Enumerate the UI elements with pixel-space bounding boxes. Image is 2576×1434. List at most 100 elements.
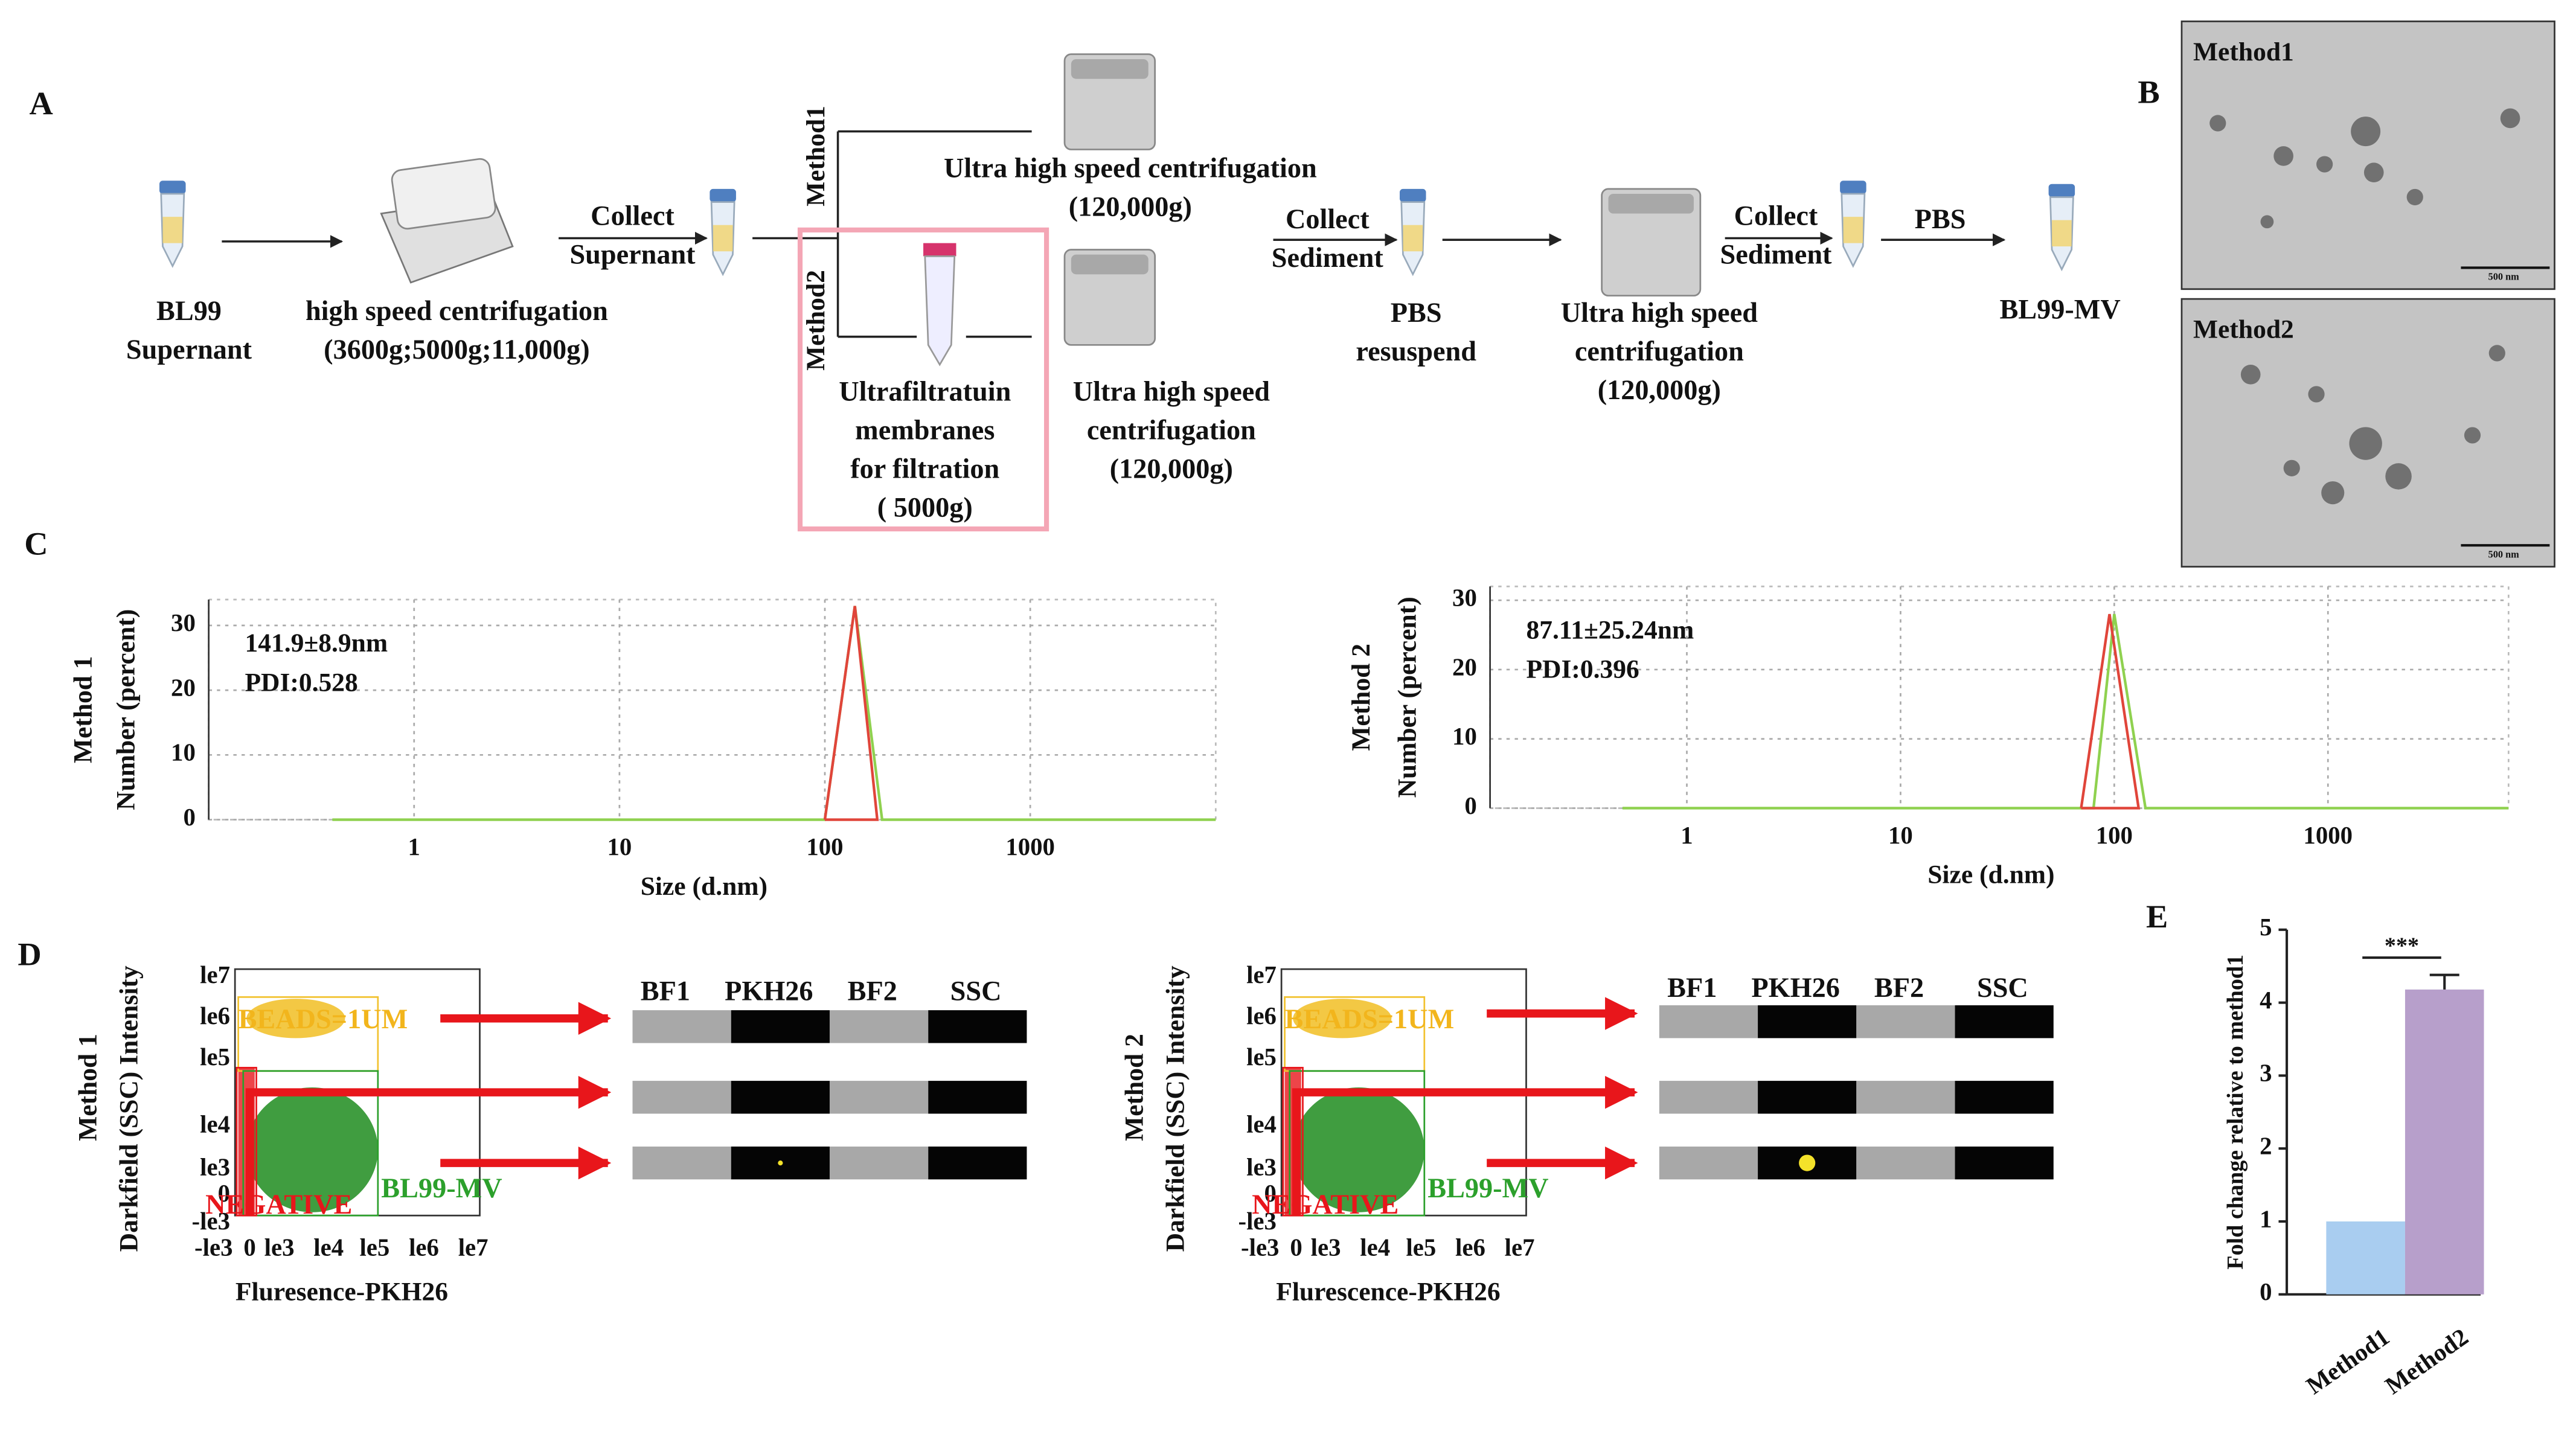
arrow	[1292, 1075, 1638, 1216]
tem-label: Method1	[2193, 37, 2294, 66]
image-cell	[1659, 1081, 1758, 1114]
event-cloud	[246, 999, 345, 1039]
step-label: Supernant	[126, 334, 252, 365]
channel-label: BF2	[848, 976, 897, 1007]
step-label: membranes	[855, 415, 995, 446]
x-tick-label: le5	[359, 1234, 389, 1261]
vesicle	[2283, 459, 2300, 476]
y-tick-label: 0	[2260, 1278, 2272, 1305]
tube-liquid	[1403, 225, 1423, 252]
vesicle	[2349, 427, 2382, 460]
event-cloud	[1293, 1087, 1424, 1212]
step-label: (120,000g)	[1110, 453, 1233, 484]
step-label: Sediment	[1272, 243, 1384, 274]
tube-liquid	[2052, 220, 2072, 247]
image-cell	[1758, 1005, 1857, 1039]
step-label: Ultrafiltratuin	[839, 377, 1011, 408]
y-tick-label: -le3	[192, 1208, 230, 1235]
vesicle	[2260, 215, 2274, 229]
image-cell	[1955, 1081, 2054, 1114]
gate-label: BEADS=1UM	[1285, 1004, 1455, 1035]
centrifuge-lid	[1608, 194, 1694, 214]
x-tick-label: Method2	[2380, 1323, 2473, 1400]
step-label: Supernant	[569, 239, 696, 270]
step-label: (120,000g)	[1598, 375, 1721, 406]
tube-cap	[1399, 188, 1426, 202]
x-tick-label: le4	[313, 1234, 344, 1261]
image-cell	[928, 1010, 1027, 1043]
image-cell	[1856, 1146, 1955, 1180]
x-tick-label: 100	[806, 833, 843, 860]
image-cell	[632, 1146, 731, 1180]
gate	[242, 1070, 379, 1217]
step-label: (120,000g)	[1069, 191, 1192, 222]
step-label: PBS	[1915, 204, 1966, 235]
x-tick-label: 1	[408, 833, 420, 860]
y-tick-label: 0	[218, 1180, 230, 1207]
y-axis-label: Number (percent)	[1392, 597, 1421, 798]
step-label: BL99-MV	[1999, 295, 2120, 325]
y-tick-label: le6	[1246, 1002, 1277, 1029]
image-cell	[928, 1081, 1027, 1114]
vesicle	[2240, 364, 2261, 385]
centrifuge-icon	[1601, 188, 1702, 297]
y-tick-label: le6	[200, 1002, 230, 1029]
image-cell	[1856, 1005, 1955, 1039]
annotation: 141.9±8.9nm	[245, 629, 388, 658]
image-cell	[1758, 1081, 1857, 1114]
image-cell	[829, 1146, 929, 1180]
event-cloud	[246, 1087, 378, 1212]
scale-bar-label: 500 nm	[2488, 548, 2520, 560]
vesicle	[2316, 156, 2333, 173]
step-label: centrifugation	[1087, 415, 1256, 446]
vesicle	[2308, 386, 2325, 403]
tem-image	[2180, 21, 2555, 290]
data-line	[2080, 613, 2141, 810]
x-tick-label: 1000	[2303, 822, 2353, 849]
gate-label: BL99-MV	[1427, 1173, 1548, 1204]
x-tick-label: 0	[243, 1234, 255, 1261]
image-cell	[829, 1010, 929, 1043]
step-label: Ultra high speed centrifugation	[944, 153, 1317, 184]
channel-label: SSC	[950, 976, 1002, 1007]
tube-liquid	[713, 225, 733, 252]
channel-label: SSC	[1977, 973, 2028, 1003]
image-cell	[928, 1146, 1027, 1180]
x-axis-label: Flurescence-PKH26	[1276, 1278, 1500, 1307]
image-cell	[731, 1081, 830, 1114]
y-tick-label: 4	[2260, 987, 2272, 1014]
y-tick-label: le7	[200, 961, 230, 988]
centrifuge-lid	[1071, 59, 1149, 79]
step-label: ( 5000g)	[877, 492, 973, 523]
x-tick-label: le6	[409, 1234, 439, 1261]
x-tick-label: le3	[264, 1234, 295, 1261]
x-tick-label: -le3	[1241, 1234, 1279, 1261]
step-label: Sediment	[1720, 239, 1833, 270]
panel-label: E	[2146, 898, 2168, 935]
vesicle	[2209, 115, 2226, 132]
x-tick-label: le7	[1505, 1234, 1535, 1261]
signal	[778, 1160, 783, 1166]
image-cell	[1955, 1005, 2054, 1039]
panel-label: C	[24, 525, 48, 562]
y-tick-label: 20	[1452, 653, 1477, 680]
gate-label: NEGATIVE	[205, 1189, 352, 1220]
branch-label: Method2	[801, 270, 830, 371]
channel-label: BF2	[1874, 973, 1924, 1003]
y-tick-label: 3	[2260, 1060, 2272, 1087]
significance-label: ***	[2385, 933, 2419, 958]
y-tick-label: 10	[171, 739, 196, 766]
x-axis-label: Size (d.nm)	[641, 872, 767, 901]
tube-cap	[710, 188, 736, 202]
y-tick-label: le5	[200, 1043, 230, 1071]
y-axis-label: Darkfield (SSC) Intensity	[1161, 965, 1190, 1252]
panel-label: A	[29, 85, 53, 121]
centrifuge-lid	[1071, 254, 1149, 275]
image-cell	[829, 1081, 929, 1114]
y-tick-label: le7	[1246, 961, 1277, 988]
bar	[2405, 989, 2484, 1295]
image-cell	[1659, 1146, 1758, 1180]
channel-label: BF1	[1667, 973, 1717, 1003]
